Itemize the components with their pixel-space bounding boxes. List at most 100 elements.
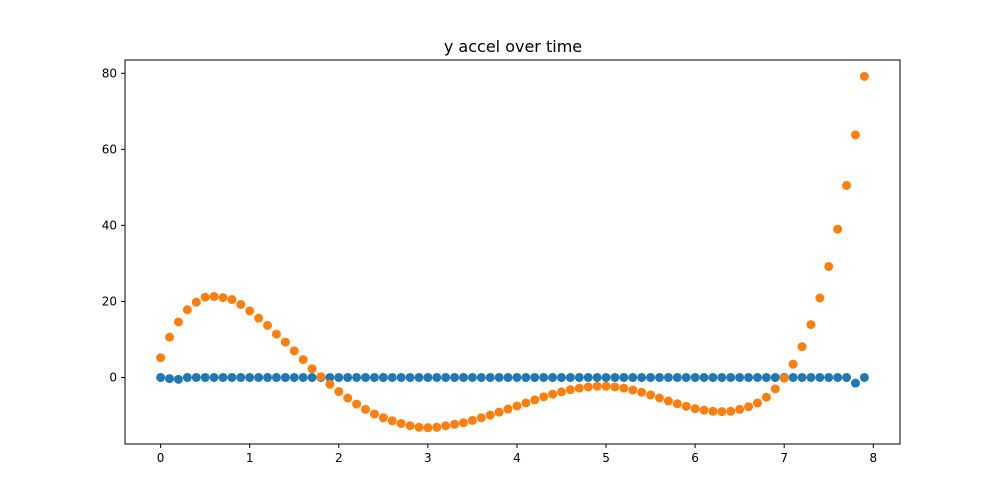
data-point xyxy=(735,372,745,382)
data-point xyxy=(325,379,335,389)
data-point xyxy=(708,372,718,382)
data-point xyxy=(218,372,228,382)
data-point xyxy=(548,389,558,399)
data-point xyxy=(610,382,620,392)
data-point xyxy=(521,372,531,382)
data-point xyxy=(182,305,192,315)
x-axis: 0 1 2 3 4 5 6 7 8 xyxy=(157,444,877,465)
data-point xyxy=(539,392,549,402)
data-point xyxy=(797,342,807,352)
data-point xyxy=(494,372,504,382)
data-point xyxy=(663,396,673,406)
data-point xyxy=(227,372,237,382)
data-point xyxy=(681,372,691,382)
data-point xyxy=(726,406,736,416)
x-tick-label: 5 xyxy=(602,451,610,465)
data-point xyxy=(628,385,638,395)
data-point xyxy=(387,416,397,426)
data-point xyxy=(574,372,584,382)
data-point xyxy=(396,372,406,382)
series-1 xyxy=(156,372,869,388)
data-point xyxy=(245,306,255,316)
data-point xyxy=(307,372,317,382)
data-point xyxy=(833,372,843,382)
data-point xyxy=(236,372,246,382)
data-point xyxy=(824,372,834,382)
data-point xyxy=(173,317,183,327)
data-point xyxy=(361,372,371,382)
data-point xyxy=(770,372,780,382)
data-point xyxy=(441,421,451,431)
data-point xyxy=(539,372,549,382)
y-axis: 0 20 40 60 80 xyxy=(102,66,125,384)
data-point xyxy=(806,320,816,330)
data-point xyxy=(663,372,673,382)
data-point xyxy=(369,372,379,382)
x-tick-label: 2 xyxy=(335,451,343,465)
data-point xyxy=(583,382,593,392)
data-point xyxy=(432,372,442,382)
data-point xyxy=(156,372,166,382)
data-point xyxy=(263,320,273,330)
data-point xyxy=(263,372,273,382)
data-point xyxy=(423,423,433,433)
data-point xyxy=(788,359,798,369)
y-tick-label: 0 xyxy=(109,370,117,384)
data-point xyxy=(850,378,860,388)
data-point xyxy=(271,329,281,339)
data-point xyxy=(298,372,308,382)
data-point xyxy=(459,418,469,428)
y-tick-label: 80 xyxy=(102,66,117,80)
data-point xyxy=(565,385,575,395)
data-point xyxy=(191,297,201,307)
x-tick-label: 3 xyxy=(424,451,432,465)
data-point xyxy=(165,374,175,384)
data-point xyxy=(352,372,362,382)
data-point xyxy=(806,372,816,382)
data-point xyxy=(432,422,442,432)
data-point xyxy=(334,387,344,397)
plot-frame xyxy=(124,59,901,445)
data-point xyxy=(343,393,353,403)
data-point xyxy=(842,372,852,382)
data-point xyxy=(405,421,415,431)
data-point xyxy=(476,413,486,423)
data-point xyxy=(592,372,602,382)
data-point xyxy=(637,387,647,397)
data-point xyxy=(378,372,388,382)
data-point xyxy=(352,399,362,409)
data-point xyxy=(859,372,869,382)
data-point xyxy=(744,402,754,412)
data-point xyxy=(779,373,789,383)
data-point xyxy=(298,355,308,365)
plot-series xyxy=(156,71,869,433)
data-point xyxy=(245,372,255,382)
data-point xyxy=(610,372,620,382)
data-point xyxy=(387,372,397,382)
data-point xyxy=(601,372,611,382)
data-point xyxy=(672,372,682,382)
data-point xyxy=(512,372,522,382)
data-point xyxy=(690,404,700,414)
data-point xyxy=(459,372,469,382)
data-point xyxy=(556,387,566,397)
data-point xyxy=(467,415,477,425)
data-point xyxy=(378,413,388,423)
data-point xyxy=(583,372,593,382)
data-point xyxy=(699,372,709,382)
data-point xyxy=(156,353,166,363)
data-point xyxy=(637,372,647,382)
data-point xyxy=(450,372,460,382)
data-point xyxy=(530,372,540,382)
x-tick-label: 7 xyxy=(780,451,788,465)
x-tick-label: 4 xyxy=(513,451,521,465)
x-tick-label: 8 xyxy=(869,451,877,465)
data-point xyxy=(744,372,754,382)
data-point xyxy=(592,381,602,391)
data-point xyxy=(672,399,682,409)
data-point xyxy=(735,404,745,414)
data-point xyxy=(209,291,219,301)
data-point xyxy=(414,372,424,382)
data-point xyxy=(307,364,317,374)
